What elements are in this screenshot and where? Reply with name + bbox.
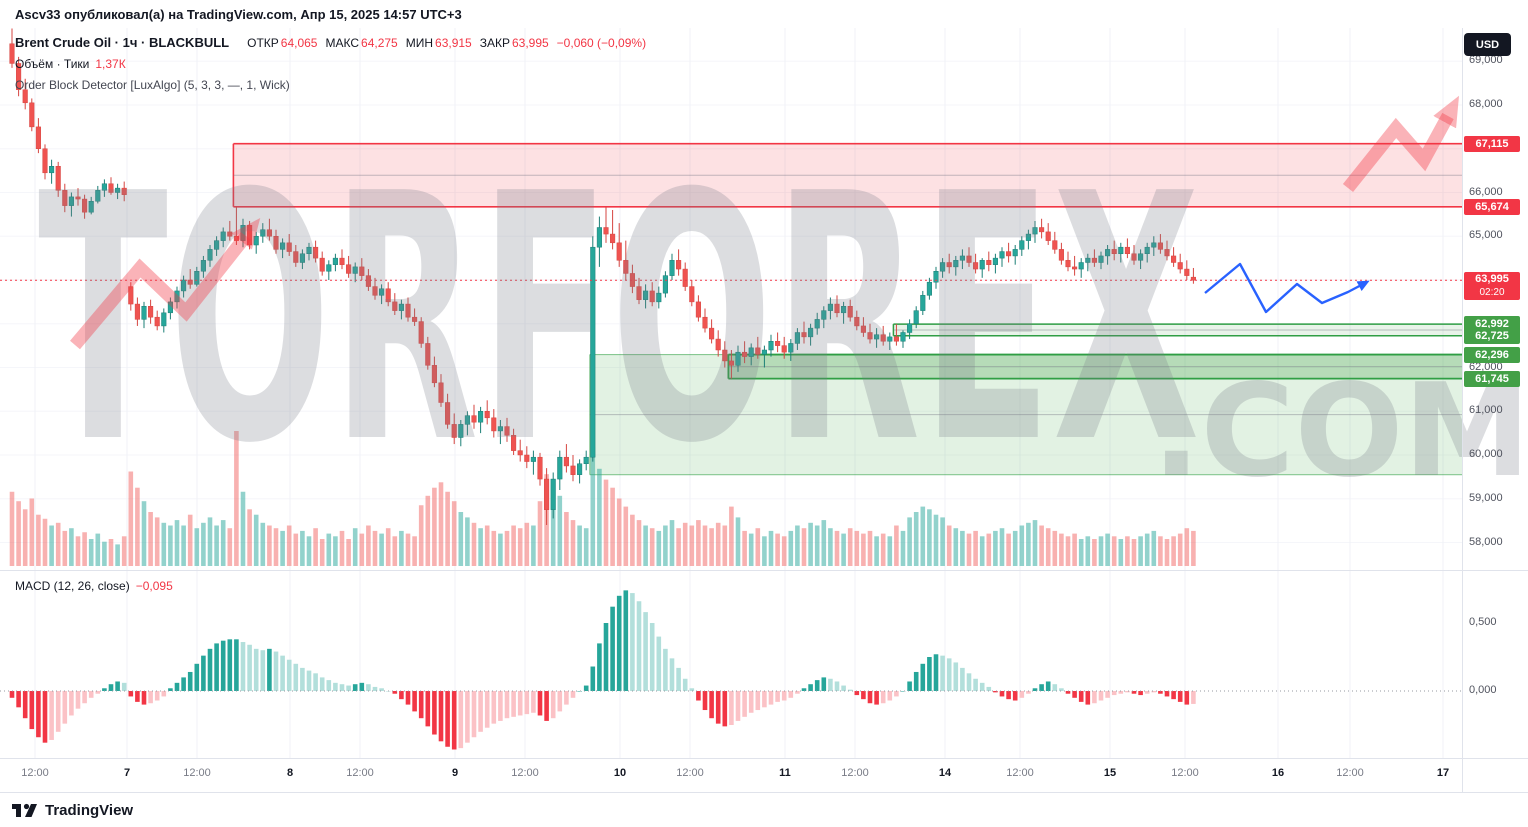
publish-text: Ascv33 опубликовал(а) на TradingView.com…: [15, 7, 462, 22]
macd-title: MACD (12, 26, close): [15, 579, 130, 593]
time-axis-separator: [0, 758, 1528, 759]
time-tick-label: 12:00: [1336, 767, 1364, 779]
price-axis[interactable]: 69,000 68,000 66,000 65,000 62,000 61,000 60,0…: [1462, 0, 1528, 792]
ohlc-open-label: ОТКР: [247, 36, 279, 50]
price-tick-label: 61,000: [1469, 404, 1503, 417]
time-tick-label: 12:00: [346, 767, 374, 779]
time-tick-label: 12:00: [841, 767, 869, 779]
time-tick-label: 17: [1436, 767, 1450, 779]
price-level-badge: 61,745: [1464, 370, 1520, 387]
chart-legend: Brent Crude Oil · 1ч · BLACKBULL ОТКР 64,0…: [15, 34, 646, 97]
price-level-badge: 67,115: [1464, 135, 1520, 152]
symbol-title: Brent Crude Oil · 1ч · BLACKBULL: [15, 35, 230, 50]
footer-separator: [0, 792, 1528, 793]
time-tick-label: 12:00: [511, 767, 539, 779]
price-tick-label: 68,000: [1469, 98, 1503, 110]
currency-button[interactable]: USD: [1464, 33, 1511, 56]
ohlc-low-value: 63,915: [435, 36, 472, 50]
volume-bars: [9, 431, 1196, 566]
footer: TradingView: [12, 797, 133, 823]
time-tick-label: 12:00: [21, 767, 49, 779]
ohlc-close-label: ЗАКР: [479, 36, 510, 50]
price-level-badge: 62,725: [1464, 327, 1520, 344]
ohlc-low-label: МИН: [405, 36, 434, 50]
time-tick-label: 10: [613, 767, 627, 779]
current-price-value: 63,995: [1475, 273, 1509, 286]
time-tick-label: 8: [286, 767, 294, 779]
price-level-badge: 65,674: [1464, 198, 1520, 215]
time-tick-label: 12:00: [1171, 767, 1199, 779]
volume-value: 1,37К: [95, 57, 126, 71]
price-tick-label: 60,000: [1469, 448, 1503, 460]
macd-histogram: [9, 590, 1196, 750]
gridlines: [0, 28, 1462, 758]
ohlc-open-value: 64,065: [280, 36, 318, 50]
macd-tick-label: 0,000: [1469, 684, 1497, 696]
time-tick-label: 7: [123, 767, 131, 779]
projection-arrow-drawing[interactable]: [1204, 262, 1370, 314]
order-block-zones: [232, 142, 1462, 476]
bar-countdown: 02:20: [1479, 287, 1505, 299]
price-tick-label: 58,000: [1469, 535, 1503, 548]
price-tick-label: 66,000: [1469, 185, 1503, 198]
macd-value: −0,095: [135, 579, 173, 593]
price-axis-separator: [1462, 28, 1463, 792]
price-tick-label: 69,000: [1469, 54, 1503, 67]
volume-legend-row[interactable]: Объём · Тики 1,37К: [15, 55, 646, 73]
ohlc-high-value: 64,275: [361, 36, 398, 50]
time-tick-label: 12:00: [676, 767, 704, 779]
ohlc-close-value: 63,995: [511, 36, 549, 50]
price-tick-label: 65,000: [1469, 229, 1503, 242]
indicator-legend-row[interactable]: Order Block Detector [LuxAlgo] (5, 3, 3,…: [15, 76, 646, 94]
current-price-badge: 63,995 02:20: [1464, 272, 1520, 301]
time-tick-label: 16: [1271, 767, 1285, 779]
time-tick-label: 11: [779, 767, 791, 779]
price-tick-label: 59,000: [1469, 491, 1503, 504]
tradingview-brand[interactable]: TradingView: [45, 801, 134, 819]
time-tick-label: 15: [1103, 767, 1117, 779]
macd-legend-row[interactable]: MACD (12, 26, close) −0,095: [15, 577, 173, 595]
tradingview-logo[interactable]: [12, 802, 38, 818]
time-tick-label: 14: [938, 767, 952, 779]
time-tick-label: 9: [451, 767, 459, 779]
publish-header: Ascv33 опубликовал(а) на TradingView.com…: [0, 0, 1528, 28]
macd-tick-label: 0,500: [1469, 616, 1497, 628]
price-level-badge: 62,296: [1464, 346, 1520, 363]
price-tick-label: 62,000: [1469, 360, 1503, 373]
candles: [9, 28, 1196, 525]
symbol-legend-row[interactable]: Brent Crude Oil · 1ч · BLACKBULL ОТКР 64,0…: [15, 34, 646, 52]
bar-change-value: −0,060 (−0,09%): [556, 36, 647, 50]
time-tick-label: 12:00: [1006, 767, 1034, 779]
time-tick-label: 12:00: [183, 767, 211, 779]
pane-separator[interactable]: [0, 570, 1528, 571]
ohlc-high-label: МАКС: [325, 36, 360, 50]
time-axis[interactable]: 12:00 7 12:00 8 12:00 9 12:00 10 12:00 11 12:00 14 1…: [0, 758, 1528, 792]
indicator-title: Order Block Detector [LuxAlgo] (5, 3, 3,…: [15, 78, 290, 92]
volume-label: Объём · Тики: [15, 57, 90, 71]
